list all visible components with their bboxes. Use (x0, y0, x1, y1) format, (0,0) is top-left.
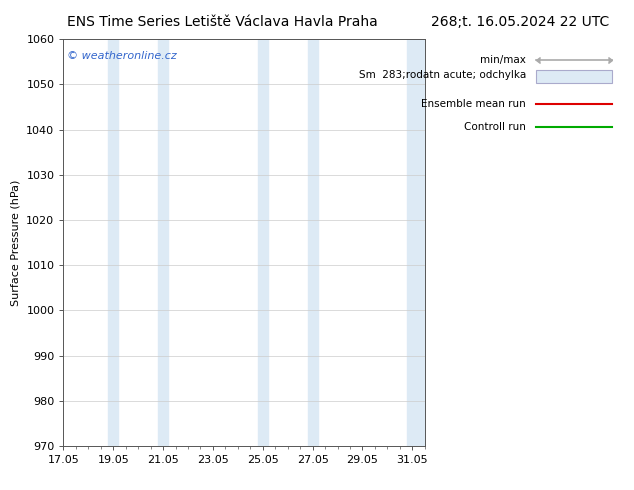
Bar (258, 39, 268, 446)
Text: ENS Time Series Letiště Václava Havla Praha: ENS Time Series Letiště Václava Havla Pr… (67, 15, 377, 29)
Text: © weatheronline.cz: © weatheronline.cz (67, 51, 177, 61)
Text: 268;t. 16.05.2024 22 UTC: 268;t. 16.05.2024 22 UTC (430, 15, 609, 29)
Bar (158, 39, 168, 446)
Text: Sm  283;rodatn acute; odchylka: Sm 283;rodatn acute; odchylka (359, 71, 526, 80)
Text: Controll run: Controll run (464, 122, 526, 132)
Bar (407, 39, 425, 446)
Text: Ensemble mean run: Ensemble mean run (422, 98, 526, 109)
Y-axis label: Surface Pressure (hPa): Surface Pressure (hPa) (11, 179, 21, 306)
Text: min/max: min/max (481, 54, 526, 65)
Bar (307, 39, 318, 446)
Bar (108, 39, 118, 446)
